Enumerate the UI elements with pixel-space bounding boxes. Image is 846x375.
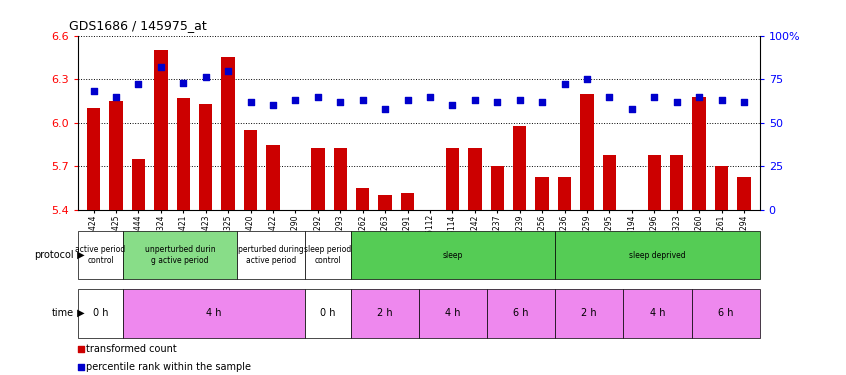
- Point: [446, 102, 459, 108]
- Bar: [87, 108, 101, 210]
- Bar: [487, 289, 555, 338]
- Point: [74, 364, 88, 370]
- Bar: [419, 289, 487, 338]
- Bar: [468, 147, 481, 210]
- Point: [625, 106, 639, 112]
- Bar: [423, 210, 437, 239]
- Point: [109, 94, 123, 100]
- Bar: [536, 177, 549, 210]
- Text: sleep: sleep: [442, 251, 463, 260]
- Point: [468, 97, 481, 103]
- Point: [87, 88, 101, 94]
- Bar: [602, 155, 616, 210]
- Point: [244, 99, 257, 105]
- Bar: [580, 94, 594, 210]
- Bar: [555, 289, 624, 338]
- Point: [378, 106, 392, 112]
- Text: sleep deprived: sleep deprived: [629, 251, 686, 260]
- Text: transformed count: transformed count: [86, 344, 177, 354]
- Bar: [401, 193, 415, 210]
- Bar: [356, 188, 370, 210]
- Text: 0 h: 0 h: [320, 308, 336, 318]
- Bar: [737, 177, 750, 210]
- Bar: [78, 231, 124, 279]
- Point: [602, 94, 616, 100]
- Point: [266, 102, 280, 108]
- Point: [670, 99, 684, 105]
- Text: 4 h: 4 h: [206, 308, 222, 318]
- Point: [513, 97, 526, 103]
- Point: [154, 64, 168, 70]
- Bar: [446, 147, 459, 210]
- Point: [132, 81, 146, 87]
- Bar: [124, 231, 237, 279]
- Bar: [237, 231, 305, 279]
- Bar: [692, 97, 706, 210]
- Bar: [670, 155, 684, 210]
- Bar: [333, 147, 347, 210]
- Bar: [109, 101, 123, 210]
- Text: 4 h: 4 h: [650, 308, 665, 318]
- Point: [715, 97, 728, 103]
- Bar: [715, 166, 728, 210]
- Point: [401, 97, 415, 103]
- Text: protocol: protocol: [34, 250, 74, 260]
- Point: [177, 80, 190, 86]
- Bar: [555, 231, 760, 279]
- Bar: [244, 130, 257, 210]
- Point: [491, 99, 504, 105]
- Bar: [132, 159, 146, 210]
- Text: 2 h: 2 h: [376, 308, 393, 318]
- Bar: [199, 104, 212, 210]
- Bar: [513, 126, 526, 210]
- Bar: [305, 289, 350, 338]
- Point: [647, 94, 661, 100]
- Bar: [350, 289, 419, 338]
- Text: GDS1686 / 145975_at: GDS1686 / 145975_at: [69, 19, 207, 32]
- Text: sleep period
control: sleep period control: [305, 245, 351, 265]
- Bar: [78, 289, 124, 338]
- Bar: [647, 155, 661, 210]
- Point: [74, 346, 88, 352]
- Text: ▶: ▶: [74, 308, 85, 318]
- Bar: [266, 145, 280, 210]
- Point: [558, 81, 571, 87]
- Bar: [154, 50, 168, 210]
- Point: [222, 68, 235, 74]
- Text: 4 h: 4 h: [445, 308, 460, 318]
- Point: [692, 94, 706, 100]
- Bar: [222, 57, 235, 210]
- Point: [423, 94, 437, 100]
- Text: 6 h: 6 h: [718, 308, 733, 318]
- Point: [199, 75, 212, 81]
- Point: [580, 76, 594, 82]
- Text: ▶: ▶: [74, 250, 85, 260]
- Text: perturbed during
active period: perturbed during active period: [239, 245, 304, 265]
- Bar: [177, 98, 190, 210]
- Point: [536, 99, 549, 105]
- Text: 6 h: 6 h: [514, 308, 529, 318]
- Bar: [124, 289, 305, 338]
- Bar: [350, 231, 555, 279]
- Text: 0 h: 0 h: [93, 308, 108, 318]
- Text: time: time: [52, 308, 74, 318]
- Text: active period
control: active period control: [75, 245, 126, 265]
- Text: percentile rank within the sample: percentile rank within the sample: [86, 362, 251, 372]
- Point: [737, 99, 750, 105]
- Bar: [624, 289, 691, 338]
- Point: [311, 94, 325, 100]
- Point: [288, 97, 302, 103]
- Bar: [691, 289, 760, 338]
- Bar: [558, 177, 571, 210]
- Bar: [311, 147, 325, 210]
- Text: unperturbed durin
g active period: unperturbed durin g active period: [145, 245, 216, 265]
- Bar: [378, 195, 392, 210]
- Point: [333, 99, 347, 105]
- Bar: [305, 231, 350, 279]
- Point: [356, 97, 370, 103]
- Text: 2 h: 2 h: [581, 308, 597, 318]
- Bar: [491, 166, 504, 210]
